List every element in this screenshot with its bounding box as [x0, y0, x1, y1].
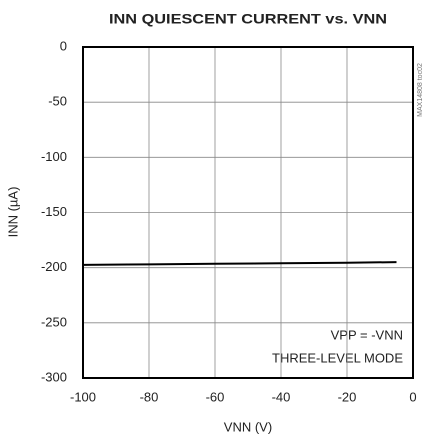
y-tick-label: -100 [41, 149, 67, 164]
plot-frame [82, 46, 414, 379]
x-tick-label: 0 [409, 389, 416, 404]
x-tick-label: -80 [140, 389, 159, 404]
data-line [82, 261, 397, 266]
watermark: MAX14808 toc02 [417, 63, 424, 117]
y-tick-label: 0 [60, 38, 67, 53]
x-tick-label: -20 [338, 389, 357, 404]
y-axis-label: INN (µA) [5, 187, 20, 238]
x-tick-label: -100 [70, 389, 96, 404]
annotation: VPP = -VNN [331, 327, 403, 342]
y-tick-label: -50 [48, 94, 67, 109]
y-tick-label: -250 [41, 314, 67, 329]
chart-title: INN QUIESCENT CURRENT vs. VNN [109, 11, 387, 27]
x-tick-label: -60 [206, 389, 225, 404]
y-tick-label: -300 [41, 369, 67, 384]
x-axis-label: VNN (V) [224, 419, 272, 434]
annotation: THREE-LEVEL MODE [272, 350, 403, 365]
x-tick-label: -40 [272, 389, 291, 404]
y-tick-label: -150 [41, 204, 67, 219]
y-tick-label: -200 [41, 259, 67, 274]
